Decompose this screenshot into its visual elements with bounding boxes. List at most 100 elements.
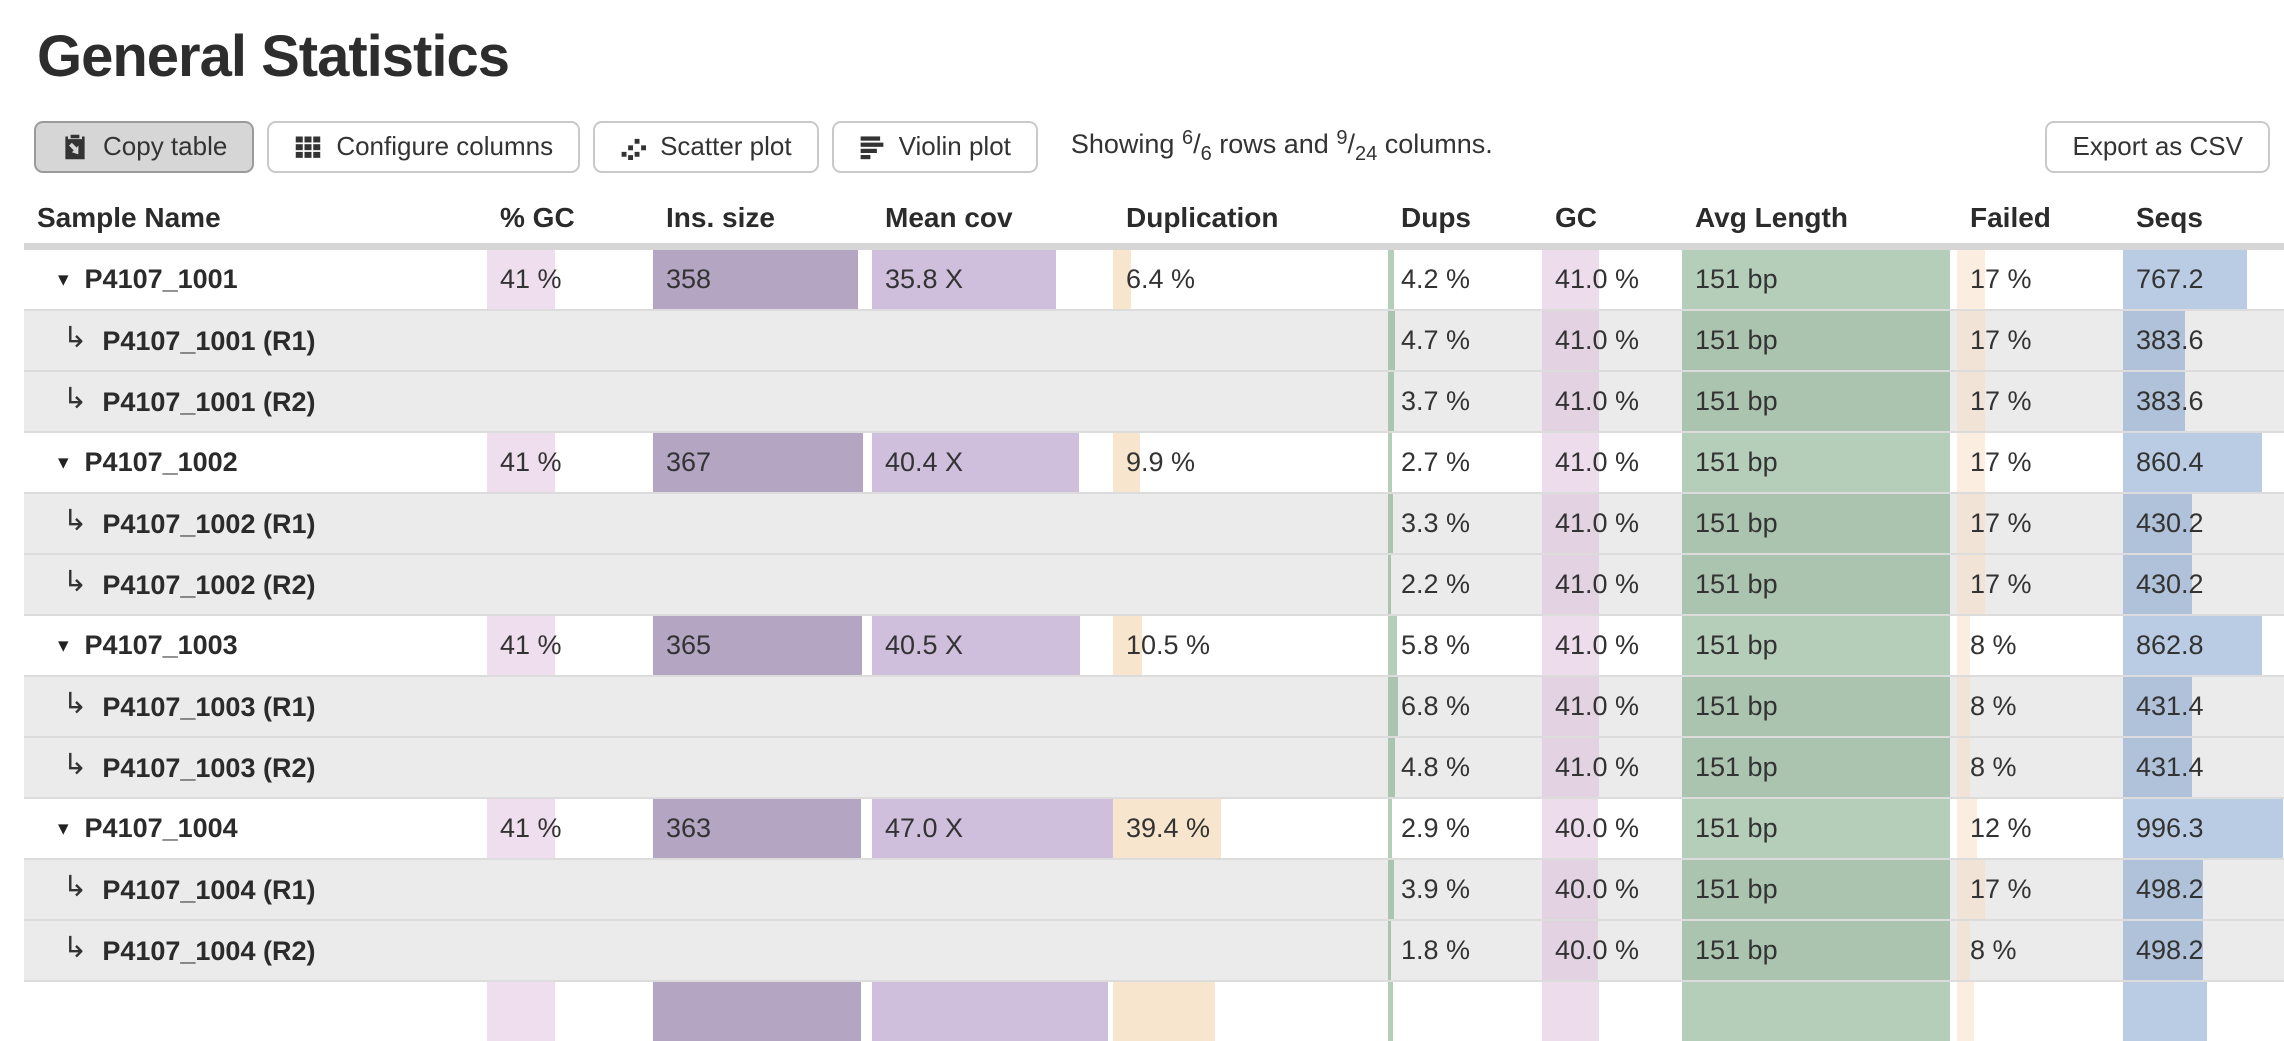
sample-name-cell[interactable]: ↳ P4107_1002 (R2) [24,552,487,614]
subrow-arrow-icon: ↳ [63,382,88,415]
gc-bar [1542,310,1600,370]
gc-cell: 40.0 % [1542,918,1682,980]
failed-cell: 8 % [1957,674,2123,736]
dups-cell: 3.9 % [1388,857,1542,919]
pct_gc-cell [487,735,653,797]
sample-name-cell[interactable]: ↳ P4107_1004 (R1) [24,857,487,919]
pct_gc-value: 41 % [500,446,562,477]
gc-value: 41.0 % [1555,507,1640,538]
avg_length-bar [1682,737,1950,797]
subrow-arrow-icon: ↳ [63,748,88,781]
seqs-cell: 860.4 [2123,430,2284,492]
export-csv-button[interactable]: Export as CSV [2045,120,2270,173]
seqs-cell: 430.2 [2123,491,2284,553]
mean_cov-cell [872,857,1113,919]
column-header-avg_length[interactable]: Avg Length [1682,193,1957,250]
scatter-plot-label: Scatter plot [660,131,792,162]
ins_size-cell [653,918,872,980]
dups-cell: 1.8 % [1388,918,1542,980]
table-row: ▾ P4107_1004 41 % 363 47.0 X 39.4 % 2.9 % 40.0 … [24,796,2284,858]
gc-bar [1542,676,1600,736]
dups-bar [1388,249,1395,309]
column-header-pct_gc[interactable]: % GC [487,193,653,250]
dups-bar [1388,371,1394,431]
violin-plot-button[interactable]: Violin plot [831,120,1038,173]
sample-name-cell[interactable]: ↳ P4107_1003 (R1) [24,674,487,736]
pct_gc-value: 41 % [500,812,562,843]
sample-name-cell[interactable]: ↳ P4107_1001 (R1) [24,308,487,370]
failed-value: 17 % [1970,263,2032,294]
sample-name-cell[interactable]: ▾ P4107_1003 [24,613,487,675]
subrow-arrow-icon: ↳ [63,931,88,964]
failed-bar [1957,920,1971,980]
ins_size-cell [653,552,872,614]
gc-cell: 40.0 % [1542,796,1682,858]
dups-bar [1388,676,1399,736]
cols-total: 24 [1354,143,1378,166]
table-body: ▾ P4107_1001 41 % 358 35.8 X 6.4 % 4.2 % 41.0 %… [24,249,2284,1041]
pct_gc-cell [487,979,653,1041]
failed-value: 8 % [1970,751,2017,782]
sample-name-cell[interactable]: ↳ P4107_1003 (R2) [24,735,487,797]
violin-icon [859,134,885,160]
column-header-duplication[interactable]: Duplication [1113,193,1388,250]
dups-value: 4.2 % [1401,263,1471,294]
table-row: ↳ P4107_1003 (R2) 4.8 % 41.0 % 151 bp 8 % 431.… [24,735,2284,797]
seqs-bar [2123,615,2262,675]
scatter-plot-button[interactable]: Scatter plot [593,120,819,173]
avg_length-value: 151 bp [1695,568,1778,599]
column-header-seqs[interactable]: Seqs [2123,193,2284,250]
row-collapse-icon: ▾ [58,816,69,840]
seqs-bar [2123,554,2193,614]
gc-cell: 41.0 % [1542,249,1682,309]
seqs-value: 860.4 [2136,446,2204,477]
failed-cell: 8 % [1957,735,2123,797]
general-stats-table: Sample Name% GC Ins. size Mean cov Duplicat… [24,193,2284,1041]
sample-name-cell[interactable]: ↳ P4107_1004 (R2) [24,918,487,980]
seqs-value: 767.2 [2136,263,2204,294]
sample-name-cell[interactable]: ▾ P4107_1001 [24,250,487,309]
sample-name-cell[interactable]: ▾ P4107_1004 [24,796,487,858]
dups-value: 6.8 % [1401,690,1471,721]
sample-name-cell[interactable]: ↳ P4107_1001 (R2) [24,369,487,431]
column-header-sample[interactable]: Sample Name [24,193,487,250]
configure-columns-button[interactable]: Configure columns [267,120,581,173]
mean_cov-cell: 47.0 X [872,796,1113,858]
sample-name-cell[interactable]: ▾ P4107_1002 [24,430,487,492]
failed-bar [1957,737,1971,797]
column-header-ins_size[interactable]: Ins. size [653,193,872,250]
sample-name: P4107_1003 (R1) [102,691,316,722]
sample-name-cell[interactable]: ↳ P4107_1002 (R1) [24,491,487,553]
column-header-mean_cov[interactable]: Mean cov [872,193,1113,250]
avg_length-bar [1682,676,1950,736]
seqs-cell: 383.6 [2123,369,2284,431]
gc-cell: 41.0 % [1542,369,1682,431]
pct_gc-cell [487,308,653,370]
failed-bar [1957,371,1986,431]
failed-cell: 17 % [1957,308,2123,370]
dups-value: 4.7 % [1401,324,1471,355]
avg_length-value: 151 bp [1695,446,1778,477]
column-header-failed[interactable]: Failed [1957,193,2123,250]
seqs-bar [2123,859,2204,919]
avg_length-bar [1682,493,1950,553]
column-header-gc[interactable]: GC [1542,193,1682,250]
gc-value: 41.0 % [1555,751,1640,782]
column-header-dups[interactable]: Dups [1388,193,1542,250]
gc-cell: 41.0 % [1542,735,1682,797]
mean_cov-value: 40.5 X [885,629,964,660]
copy-table-button[interactable]: Copy table [34,120,255,173]
ins_size-cell: 365 [653,613,872,675]
dups-bar [1388,310,1396,370]
dups-cell: 2.2 % [1388,552,1542,614]
ins_size-cell [653,491,872,553]
pct_gc-value: 41 % [500,629,562,660]
seqs-cell: 862.8 [2123,613,2284,675]
duplication-cell [1113,308,1388,370]
dups-value: 2.9 % [1401,812,1471,843]
sample-name: P4107_1001 [84,263,238,294]
failed-cell: 17 % [1957,552,2123,614]
dups-value: 1.8 % [1401,934,1471,965]
mean_cov-cell [872,491,1113,553]
failed-bar [1957,493,1986,553]
